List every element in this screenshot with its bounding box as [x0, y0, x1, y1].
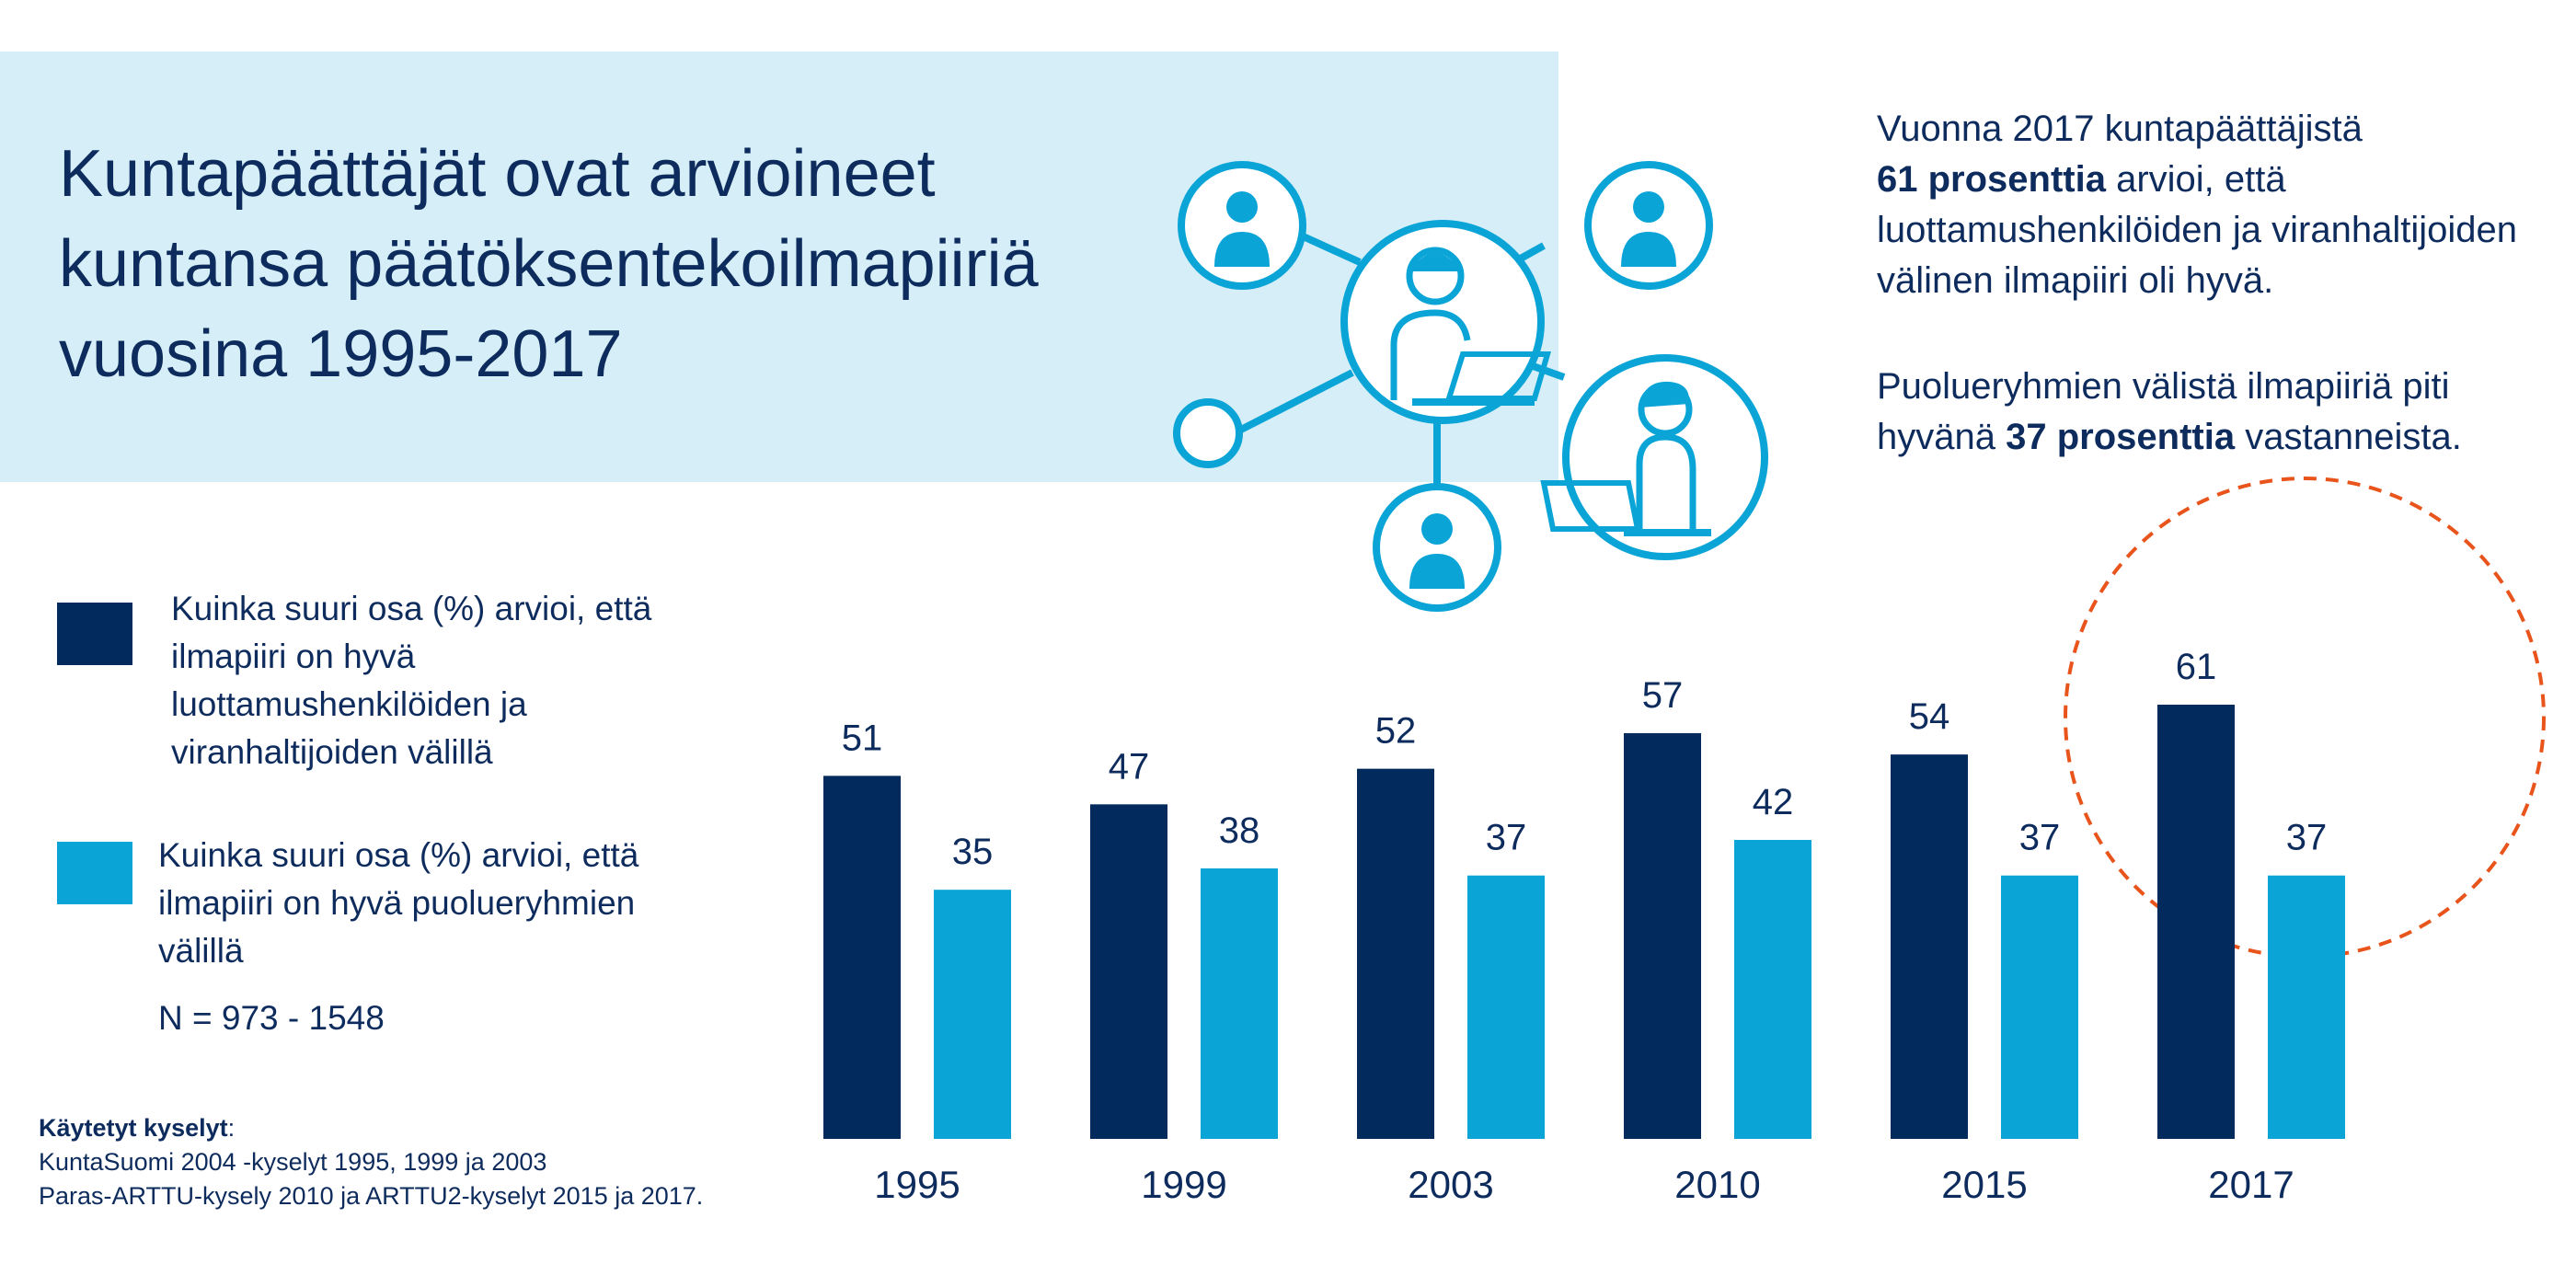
- bar: [1734, 840, 1811, 1139]
- x-tick-label: 2003: [1408, 1163, 1493, 1206]
- bar: [2001, 875, 2078, 1139]
- x-tick-label: 1999: [1141, 1163, 1226, 1206]
- data-label: 52: [1375, 711, 1417, 752]
- sources-note: Käytetyt kyselyt: KuntaSuomi 2004 -kysel…: [39, 1111, 703, 1213]
- page-title: Kuntapäättäjät ovat arvioineet kuntansa …: [59, 137, 1039, 391]
- x-tick-label: 1995: [874, 1163, 960, 1206]
- bar: [2157, 705, 2235, 1139]
- info-text-2017-dark: Vuonna 2017 kuntapäättäjistä 61 prosentti…: [1877, 109, 2517, 301]
- x-tick-label: 2010: [1674, 1163, 1760, 1206]
- data-label: 54: [1909, 696, 1950, 737]
- x-tick-label: 2017: [2208, 1163, 2294, 1206]
- highlight-circle: [2064, 477, 2546, 959]
- info-text-2017-light: Puolueryhmien välistä ilmapiiriä piti hy…: [1877, 366, 2462, 457]
- data-label: 42: [1753, 782, 1794, 822]
- data-label: 47: [1109, 746, 1150, 787]
- bar: [823, 776, 901, 1139]
- bar: [2268, 875, 2345, 1139]
- network-node-icon: [1173, 398, 1243, 468]
- person-icon: [1584, 161, 1713, 290]
- bar: [1891, 754, 1968, 1139]
- legend-swatch-dark: [57, 603, 132, 665]
- data-label: 37: [2286, 818, 2328, 858]
- person-laptop-icon: [1540, 354, 1768, 560]
- bar: [1624, 732, 1701, 1139]
- data-label: 61: [2176, 647, 2217, 687]
- data-label: 37: [1486, 818, 1527, 858]
- legend-swatch-light: [57, 842, 132, 904]
- sample-size: N = 973 - 1548: [158, 999, 385, 1037]
- person-laptop-icon: [1340, 220, 1551, 424]
- bar: [1467, 875, 1545, 1139]
- data-label: 35: [952, 832, 994, 872]
- legend-label-light: Kuinka suuri osa (%) arvioi, että ilmapi…: [158, 836, 639, 970]
- data-label: 57: [1642, 675, 1684, 716]
- bar: [1201, 868, 1278, 1139]
- data-label: 51: [842, 718, 883, 758]
- data-label: 38: [1219, 810, 1260, 851]
- x-tick-label: 2015: [1941, 1163, 2027, 1206]
- sources-heading: Käytetyt kyselyt: [39, 1114, 228, 1142]
- data-label: 37: [2019, 818, 2061, 858]
- sources-line: Paras-ARTTU-kysely 2010 ja ARTTU2-kysely…: [39, 1182, 704, 1210]
- network-illustration: [1173, 161, 1768, 612]
- bar: [1357, 768, 1434, 1139]
- title-band: [0, 52, 1558, 482]
- bar: [1090, 804, 1167, 1139]
- sources-line: KuntaSuomi 2004 -kyselyt 1995, 1999 ja 2…: [39, 1148, 547, 1176]
- legend-label-dark: Kuinka suuri osa (%) arvioi, että ilmapi…: [171, 590, 652, 771]
- bar: [934, 890, 1011, 1139]
- person-icon: [1178, 161, 1306, 290]
- person-icon: [1373, 483, 1501, 612]
